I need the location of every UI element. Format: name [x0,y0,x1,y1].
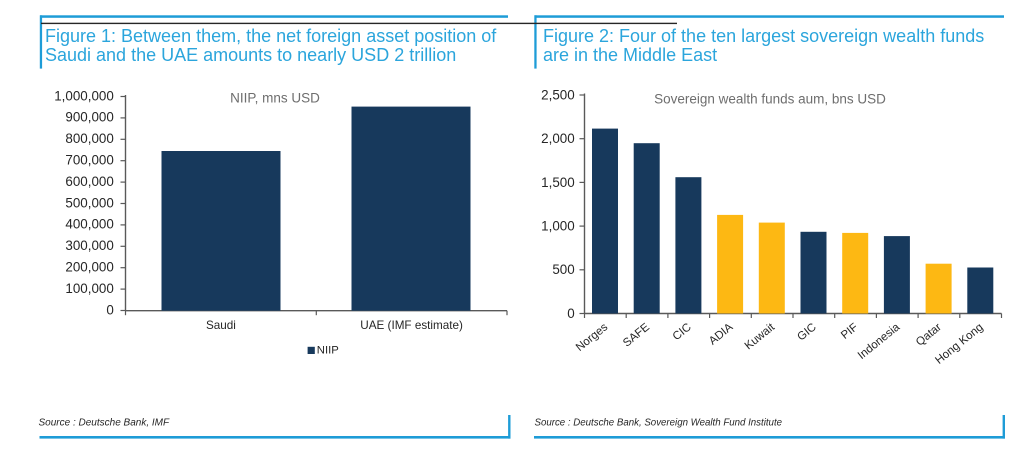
svg-text:Saudi and the UAE amounts to n: Saudi and the UAE amounts to nearly USD … [45,45,456,65]
svg-text:1,500: 1,500 [541,175,575,190]
svg-text:500: 500 [552,262,574,277]
svg-text:Sovereign wealth funds aum, bn: Sovereign wealth funds aum, bns USD [654,92,886,107]
svg-text:NIIP, mns USD: NIIP, mns USD [230,90,320,105]
svg-text:300,000: 300,000 [65,238,113,253]
svg-text:800,000: 800,000 [65,131,113,146]
svg-text:Figure 2: Four of the ten larg: Figure 2: Four of the ten largest sovere… [543,26,984,46]
svg-text:0: 0 [106,302,113,317]
svg-text:200,000: 200,000 [65,260,113,275]
svg-text:100,000: 100,000 [65,281,113,296]
svg-text:0: 0 [567,306,574,321]
svg-text:Source : Deutsche Bank, IMF: Source : Deutsche Bank, IMF [39,418,171,429]
svg-text:700,000: 700,000 [65,153,113,168]
svg-text:900,000: 900,000 [65,110,113,125]
svg-text:600,000: 600,000 [65,174,113,189]
svg-text:UAE (IMF estimate): UAE (IMF estimate) [360,319,463,332]
svg-text:Saudi: Saudi [206,319,236,332]
svg-text:400,000: 400,000 [65,217,113,232]
svg-text:1,000,000: 1,000,000 [54,88,114,103]
svg-text:1,000: 1,000 [541,219,575,234]
svg-text:Figure 1: Between them, the ne: Figure 1: Between them, the net foreign … [45,26,497,46]
svg-text:Source : Deutsche Bank, Sovere: Source : Deutsche Bank, Sovereign Wealth… [535,418,783,429]
svg-text:are in the Middle East: are in the Middle East [543,45,717,65]
svg-text:2,000: 2,000 [541,131,575,146]
svg-text:NIIP: NIIP [317,345,339,357]
svg-text:2,500: 2,500 [541,87,575,102]
svg-text:500,000: 500,000 [65,195,113,210]
